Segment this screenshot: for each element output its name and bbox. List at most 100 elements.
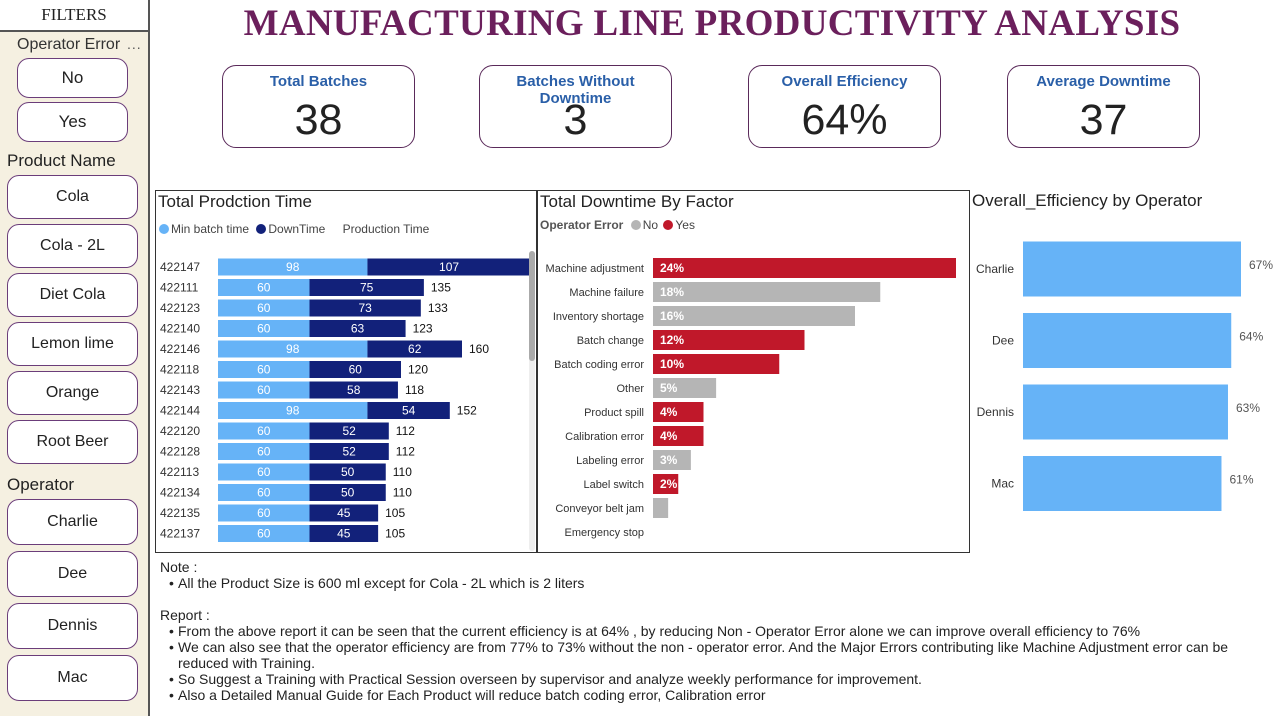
bar (1023, 241, 1241, 297)
data-label: 73 (358, 301, 372, 315)
data-label: 64% (1239, 330, 1263, 344)
kpi-card-batches-without-downtime: Batches Without Downtime 3 (479, 65, 672, 148)
bar-downtime (367, 258, 531, 276)
legend-item-production-time: Production Time (342, 222, 430, 236)
operator-error-option-no[interactable]: No (17, 58, 128, 98)
data-label: 63% (1236, 401, 1260, 415)
bar-downtime (309, 484, 386, 501)
category-label: Labeling error (576, 455, 644, 467)
bar-downtime (309, 422, 389, 440)
legend-item-yes: Yes (663, 218, 695, 232)
data-label: 18% (660, 285, 684, 299)
data-label: 45 (337, 506, 351, 520)
note-item: All the Product Size is 600 ml except fo… (160, 575, 1260, 591)
category-label: Conveyor belt jam (555, 503, 644, 515)
category-label: 422134 (160, 486, 200, 500)
product-option-root-beer[interactable]: Root Beer (7, 420, 138, 464)
bar (653, 306, 855, 326)
product-option-cola[interactable]: Cola (7, 175, 138, 219)
data-label: 60 (257, 363, 271, 377)
bar (1023, 456, 1222, 511)
bar (653, 330, 805, 350)
scrollbar-thumb[interactable] (529, 251, 535, 361)
total-label: 123 (413, 322, 433, 336)
category-label: Product spill (584, 407, 644, 419)
total-label: 105 (385, 506, 405, 520)
report-item: So Suggest a Training with Practical Ses… (160, 671, 1260, 687)
report-item: Also a Detailed Manual Guide for Each Pr… (160, 687, 1260, 703)
bar-min-batch-time (218, 443, 310, 460)
legend-label: DownTime (268, 222, 326, 236)
data-label: 60 (257, 486, 271, 500)
bar (1023, 313, 1232, 368)
bar (653, 498, 669, 518)
product-slicer-title: Product Name (7, 151, 116, 170)
product-option-diet-cola[interactable]: Diet Cola (7, 273, 138, 317)
legend-dot-icon (630, 220, 641, 230)
data-label: 54 (402, 404, 416, 418)
more-options-icon[interactable]: ... (127, 36, 142, 52)
operator-option-dee[interactable]: Dee (7, 551, 138, 597)
legend-item-no: No (630, 218, 658, 232)
data-label: 60 (257, 281, 271, 295)
page-title: MANUFACTURING LINE PRODUCTIVITY ANALYSIS (243, 3, 1181, 44)
product-option-cola-2l[interactable]: Cola - 2L (7, 224, 138, 268)
downtime-factor-panel: Total Downtime By Factor Operator Error … (537, 190, 970, 553)
data-label: 60 (257, 322, 271, 336)
legend-dot-icon (159, 224, 169, 234)
data-label: 45 (337, 527, 351, 541)
total-label: 110 (393, 465, 412, 479)
category-label: 422137 (160, 527, 200, 541)
bar-downtime (309, 381, 398, 399)
operator-error-option-yes[interactable]: Yes (17, 102, 128, 142)
data-label: 60 (257, 527, 271, 541)
category-label: 422128 (160, 445, 200, 459)
data-label: 60 (257, 445, 271, 459)
production-time-chart: 4221479810720542211160751354221236073133… (160, 258, 531, 542)
operator-option-charlie[interactable]: Charlie (7, 499, 138, 545)
data-label: 63 (351, 322, 365, 336)
legend-item-min-batch: Min batch time (159, 222, 249, 236)
kpi-value: 37 (1079, 96, 1128, 144)
data-label: 107 (439, 260, 459, 274)
kpi-card-total-batches: Total Batches 38 (222, 65, 415, 148)
legend-title: Operator Error (540, 218, 624, 232)
bar-min-batch-time (218, 340, 368, 358)
category-label: 422135 (160, 506, 200, 520)
data-label: 98 (286, 260, 300, 274)
data-label: 5% (660, 381, 678, 395)
note-title: Note : (160, 559, 198, 575)
data-label: 2% (660, 477, 678, 491)
bar (653, 426, 704, 446)
downtime-factor-legend: Operator Error No Yes (540, 218, 695, 232)
efficiency-operator-title: Overall_Efficiency by Operator (972, 191, 1203, 210)
data-label: 60 (257, 424, 271, 438)
operator-option-dennis[interactable]: Dennis (7, 603, 138, 649)
kpi-label: Overall Efficiency (781, 73, 908, 90)
category-label: 422147 (160, 260, 200, 274)
bar-min-batch-time (218, 422, 310, 440)
data-label: 61% (1229, 473, 1253, 487)
bar (1023, 384, 1228, 440)
bar-downtime (309, 361, 401, 378)
bar-downtime (309, 504, 379, 522)
product-option-orange[interactable]: Orange (7, 371, 138, 415)
category-label: Calibration error (565, 431, 644, 443)
bar-min-batch-time (218, 279, 310, 296)
legend-dot-icon (663, 220, 674, 230)
product-option-lemon-lime[interactable]: Lemon lime (7, 322, 138, 366)
bar-min-batch-time (218, 299, 310, 317)
data-label: 50 (341, 465, 355, 479)
total-label: 133 (428, 301, 448, 315)
bar-min-batch-time (218, 258, 368, 276)
report-title: Report : (160, 607, 210, 623)
bar-min-batch-time (218, 402, 368, 419)
kpi-value: 3 (563, 96, 588, 144)
scrollbar-track[interactable] (529, 251, 535, 551)
bar (653, 282, 881, 302)
category-label: 422140 (160, 322, 200, 336)
bar (653, 258, 956, 278)
total-label: 110 (393, 486, 412, 500)
legend-item-downtime: DownTime (256, 222, 325, 236)
operator-option-mac[interactable]: Mac (7, 655, 138, 701)
